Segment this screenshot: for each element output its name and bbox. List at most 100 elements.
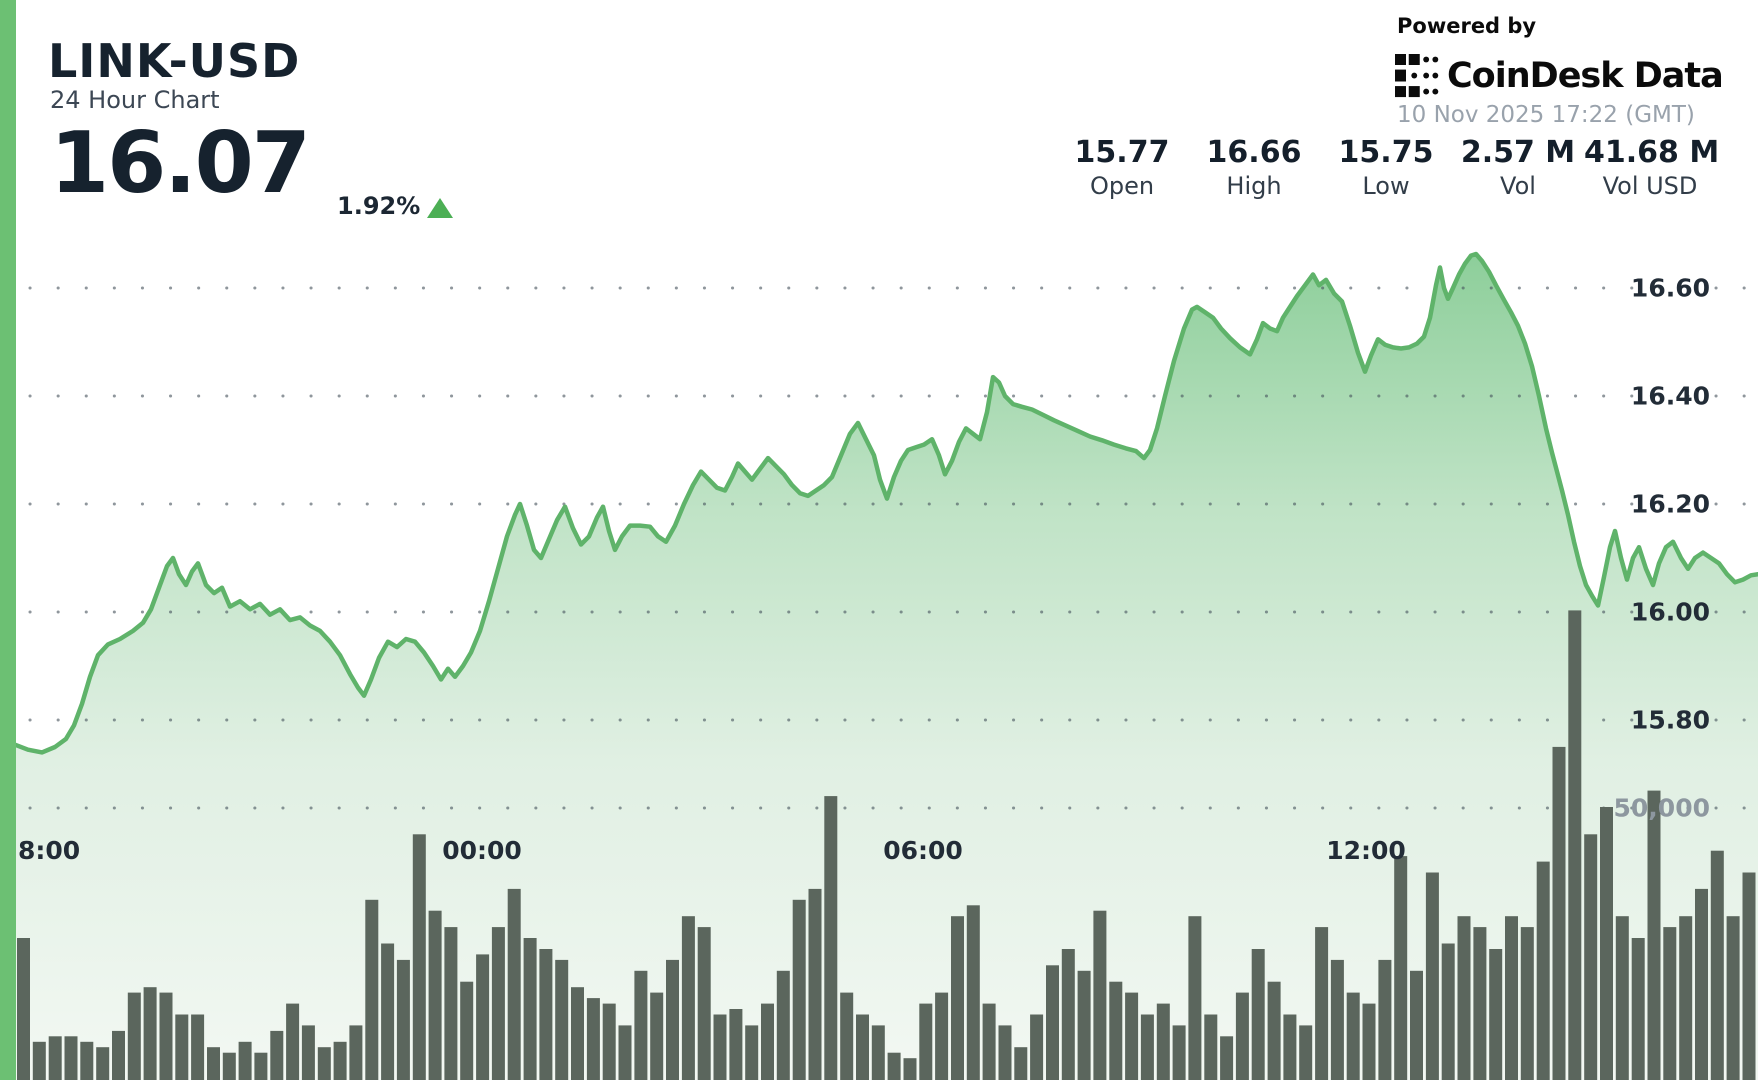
volume-bar [856,1014,869,1080]
coindesk-logo: CoinDesk Data [1395,54,1724,98]
volume-bar [127,992,141,1080]
volume-bar [428,910,442,1080]
volume-bar [1647,790,1661,1080]
volume-bar [666,959,679,1080]
volume-bar [697,927,711,1080]
volume-bar [555,959,569,1080]
volume-bar [966,905,980,1080]
ohlc-stats-row: 15.77 Open 16.66 High 15.75 Low 2.57 M Vol 41.68… [1056,136,1720,202]
volume-bar [17,938,30,1080]
y-axis-tick-16.20: 16.20 [1630,489,1710,519]
volume-bar [96,1047,110,1080]
volume-bar [270,1030,284,1080]
volume-bar [396,959,410,1080]
stat-high: 16.66 High [1188,136,1320,202]
volume-bar [48,1036,62,1080]
volume-bar [1093,910,1107,1080]
volume-bar [1346,992,1360,1080]
stat-low: 15.75 Low [1320,136,1452,202]
volume-bar [1077,970,1091,1080]
stat-vol: 2.57 M Vol [1452,136,1584,202]
stat-label: Low [1362,172,1410,200]
coindesk-logo-icon [1395,54,1439,98]
volume-bar [286,1003,300,1080]
volume-bar [1394,856,1408,1080]
volume-bar [1425,872,1439,1080]
powered-by-label: Powered by [1397,14,1537,38]
volume-bar [1679,916,1693,1080]
volume-bar [935,992,949,1080]
volume-bar [444,927,458,1080]
volume-bar [1220,1036,1234,1080]
volume-bar [1695,888,1708,1080]
volume-bar [824,796,838,1080]
volume-bar [903,1058,917,1080]
volume-bar [1663,927,1677,1080]
volume-bar [523,938,537,1080]
volume-bar [1204,1014,1218,1080]
volume-bar [349,1025,363,1080]
volume-bar [919,1003,933,1080]
volume-bar [1299,1025,1313,1080]
coindesk-logo-text: CoinDesk Data [1447,56,1724,96]
volume-bar [539,949,553,1080]
volume-bar [1046,965,1059,1080]
change-percent: 1.92% [337,192,421,220]
volume-bar [840,992,854,1080]
volume-bar [1378,959,1392,1080]
volume-bar [80,1041,94,1080]
volume-bar [1726,916,1740,1080]
stat-value: 15.75 [1338,135,1434,170]
volume-bar [602,1003,616,1080]
volume-bar [222,1052,236,1080]
volume-bar [650,992,664,1080]
y-axis-tick-16.60: 16.60 [1630,273,1710,303]
volume-bar [143,987,157,1080]
volume-bar [301,1025,315,1080]
volume-bar [887,1052,901,1080]
volume-bar [1710,850,1724,1080]
volume-bar [1615,916,1629,1080]
volume-bar [1188,916,1202,1080]
volume-bar [1568,610,1582,1080]
stat-label: Vol [1500,172,1536,200]
volume-bar [634,970,648,1080]
volume-bar [1061,949,1075,1080]
y-axis-tick-15.80: 15.80 [1630,705,1710,735]
volume-bar [1315,927,1329,1080]
volume-bar [745,1025,759,1080]
volume-bar [1742,872,1756,1080]
volume-bar [1109,981,1123,1080]
volume-bar [713,1014,727,1080]
volume-bar [238,1041,252,1080]
volume-bar [808,888,822,1080]
stat-label: Vol USD [1602,172,1698,200]
left-accent-bar [0,0,16,1080]
volume-bar [159,992,173,1080]
x-axis-tick-00-00: 00:00 [442,836,522,865]
volume-bar [586,998,600,1080]
volume-bar [1140,1014,1154,1080]
volume-bar [871,1025,885,1080]
volume-bar [1584,834,1598,1080]
volume-bar [1156,1003,1170,1080]
volume-bar [1489,949,1503,1080]
volume-bar [1235,992,1249,1080]
price-area-fill [0,254,1758,1080]
chart-subtitle: 24 Hour Chart [50,86,220,114]
volume-bar [761,1003,774,1080]
stat-open: 15.77 Open [1056,136,1188,202]
volume-bar [1552,746,1566,1080]
volume-bar [729,1009,743,1080]
volume-bar [64,1036,78,1080]
volume-bar [491,927,505,1080]
timestamp: 10 Nov 2025 17:22 (GMT) [1397,102,1695,128]
volume-bar [776,970,790,1080]
volume-bar [317,1047,331,1080]
volume-bar [951,916,964,1080]
volume-bar [333,1041,347,1080]
volume-bar [1536,861,1550,1080]
